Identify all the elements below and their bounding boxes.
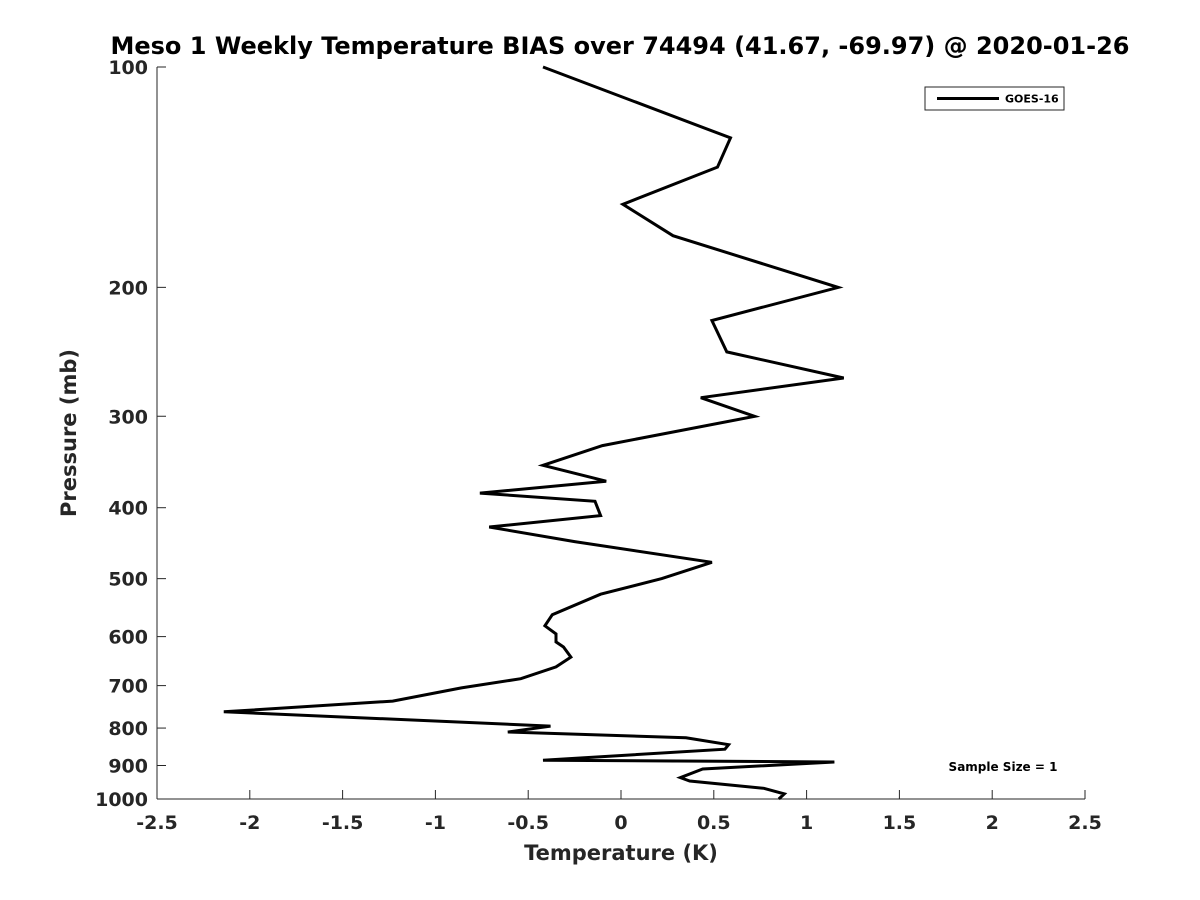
series-layer bbox=[223, 65, 845, 801]
y-tick-label: 700 bbox=[108, 676, 148, 698]
y-ticks: 100 200 300 400 500 600 700 800 900 1000 bbox=[95, 57, 166, 811]
series-line-goes-16 bbox=[223, 65, 845, 801]
y-tick-label: 1000 bbox=[95, 789, 148, 811]
legend: GOES-16 bbox=[924, 86, 1065, 111]
x-tick-label: -2.5 bbox=[136, 812, 178, 834]
x-tick-label: 0.5 bbox=[697, 812, 731, 834]
sample-size-annotation: Sample Size = 1 bbox=[949, 760, 1058, 774]
x-tick-label: 2 bbox=[986, 812, 999, 834]
y-tick-label: 900 bbox=[108, 756, 148, 778]
y-axis-label: Pressure (mb) bbox=[57, 349, 81, 517]
x-tick-label: 1.5 bbox=[883, 812, 917, 834]
x-tick-label: -0.5 bbox=[507, 812, 549, 834]
x-tick-label: -1 bbox=[425, 812, 446, 834]
chart-title: Meso 1 Weekly Temperature BIAS over 7449… bbox=[110, 32, 1129, 60]
y-tick-label: 600 bbox=[108, 627, 148, 649]
y-tick-label: 200 bbox=[108, 277, 148, 299]
x-tick-label: 2.5 bbox=[1068, 812, 1102, 834]
x-ticks: -2.5 -2 -1.5 -1 -0.5 0 0.5 1 1.5 2 2.5 bbox=[136, 790, 1102, 834]
x-tick-label: 1 bbox=[800, 812, 813, 834]
x-tick-label: -2 bbox=[239, 812, 260, 834]
plot-area bbox=[157, 67, 1085, 799]
y-tick-label: 100 bbox=[108, 57, 148, 79]
y-tick-label: 400 bbox=[108, 498, 148, 520]
legend-label-goes-16: GOES-16 bbox=[1005, 93, 1059, 106]
y-tick-label: 800 bbox=[108, 718, 148, 740]
y-tick-label: 300 bbox=[108, 406, 148, 428]
x-tick-label: -1.5 bbox=[322, 812, 364, 834]
y-tick-label: 500 bbox=[108, 569, 148, 591]
x-axis-label: Temperature (K) bbox=[524, 841, 718, 865]
x-tick-label: 0 bbox=[614, 812, 627, 834]
